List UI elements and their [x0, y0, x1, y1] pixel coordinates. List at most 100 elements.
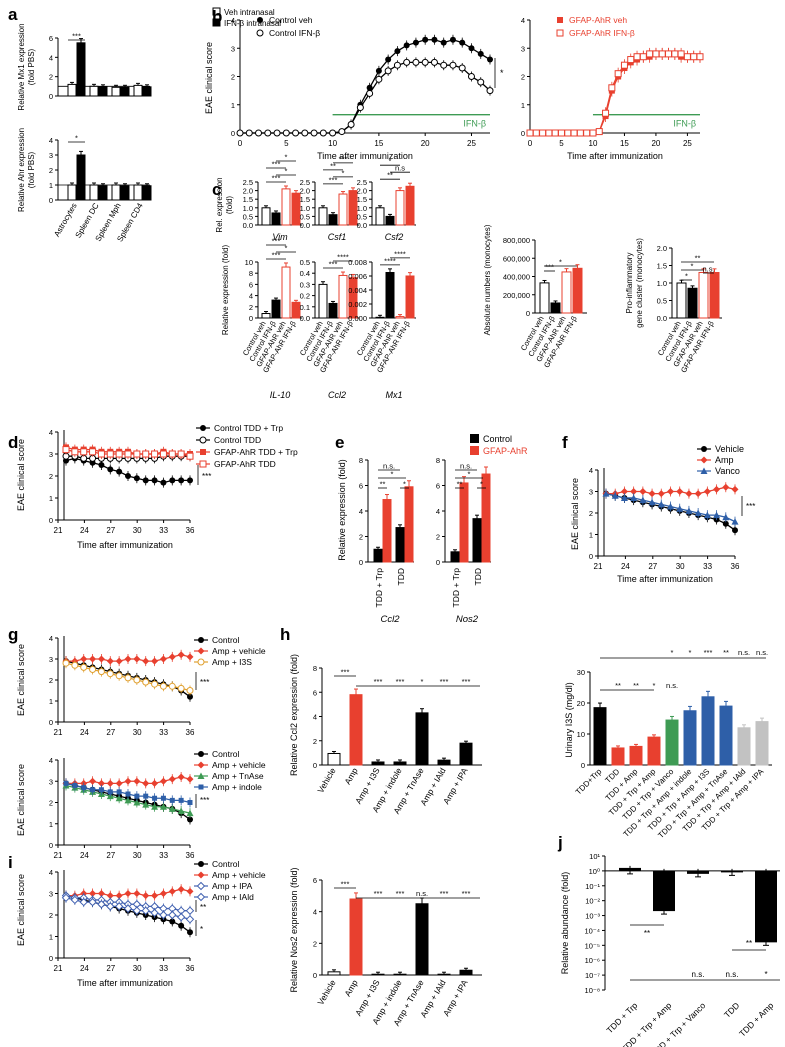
legend-label: Amp + indole — [212, 782, 262, 792]
series-1-point — [142, 657, 150, 665]
y-axis-label: EAE clinical score — [16, 764, 26, 836]
series-1-point — [186, 775, 194, 783]
legend-label: Control IFN-β — [269, 28, 320, 38]
legend-marker — [199, 436, 207, 444]
series-1-point — [177, 773, 185, 781]
series-2-point — [124, 796, 132, 804]
panel-line-y-tick-label: 4 — [49, 634, 53, 643]
urinary-sig-label: * — [671, 648, 674, 657]
series-1-point — [713, 485, 721, 493]
series-3-point — [115, 450, 123, 458]
bar-0 — [375, 316, 385, 319]
panel-h-sig-label: *** — [440, 677, 449, 686]
x-category-label: Amp — [342, 978, 360, 998]
panel-line-y-tick-label: 2 — [589, 509, 593, 518]
panel-c-abs-y-tick-label: 200,000 — [503, 291, 530, 300]
panel-c-pro-sig-label: ** — [695, 254, 701, 263]
series-control-veh-point — [459, 39, 466, 46]
series-3-point — [89, 448, 97, 456]
panel-line-x-tick-label: 36 — [186, 964, 195, 973]
panel-j-y-tick-label: 10⁻³ — [585, 912, 600, 921]
panel-b-right-x-tick-label: 0 — [528, 139, 533, 148]
series-control-ifn-point — [440, 61, 448, 69]
x-category-label: Vehicle — [315, 766, 338, 795]
legend-label: Control — [212, 635, 240, 645]
x-category-label: TDD — [722, 1000, 741, 1019]
bar-control — [450, 551, 460, 563]
series-control-veh-point — [366, 84, 373, 91]
panel-j-y-tick-label: 10⁻⁴ — [584, 926, 600, 935]
panel-line-x-tick-label: 33 — [703, 562, 712, 571]
panel-h-sig-label: * — [421, 677, 424, 686]
panel-h-sig-label: *** — [396, 889, 405, 898]
y-axis-label: Relative expression (fold) — [221, 245, 230, 336]
panel-j-y-tick-label: 10⁰ — [589, 867, 600, 876]
panel-h-y-tick-label: 6 — [313, 876, 317, 885]
panel-line-x-tick-label: 21 — [594, 562, 603, 571]
series-3-point — [159, 910, 168, 920]
series-1-point — [133, 890, 141, 897]
gene-label: Ccl2 — [380, 614, 400, 625]
series-3-point — [142, 450, 150, 458]
series-2-point — [602, 490, 610, 497]
urinary-sig-label: n.s. — [738, 648, 750, 657]
series-control-veh-point — [403, 42, 410, 49]
urinary-sig-label: *** — [704, 648, 713, 657]
series-1-point — [80, 655, 88, 663]
panel-c-pro-sig-label: * — [691, 262, 694, 271]
series-control-ifn-point — [356, 104, 364, 112]
y-axis-label: EAE clinical score — [16, 874, 26, 946]
series-gfap-ifn-point — [696, 53, 704, 61]
panel-b-right-y-tick-label: 2 — [521, 73, 525, 82]
panel-c-abs-y-tick-label: 0 — [526, 309, 530, 318]
series-3-point — [107, 789, 113, 795]
panel-e-y-tick-label: 0 — [359, 558, 363, 567]
series-gfap-ifn-point — [583, 129, 591, 137]
series-2-point — [159, 682, 167, 690]
panel-line-y-tick-label: 3 — [49, 890, 53, 899]
x-category-label: Vehicle — [315, 978, 338, 1007]
panel-a-sig-label: *** — [72, 32, 81, 41]
series-0-point — [160, 479, 167, 486]
panel-h-y-tick-label: 8 — [313, 664, 317, 673]
sig-label: ** — [746, 939, 752, 948]
panel-letter: e — [335, 433, 344, 452]
panel-b-left-x-tick-label: 5 — [284, 139, 289, 148]
x-axis-label: Time after immunization — [567, 151, 663, 161]
series-2-point — [611, 492, 619, 499]
panel-c-y-tick-label: 0 — [249, 314, 253, 323]
series-2-point — [639, 496, 647, 504]
panel-a-top-y-tick-label: 2 — [49, 73, 53, 82]
bar-2 — [395, 316, 405, 319]
series-gfap-ifn-point — [602, 109, 610, 117]
series-0-point — [169, 918, 176, 925]
panel-b-left-y-tick-label: 0 — [231, 129, 235, 138]
series-gfap-ifn-point — [551, 129, 559, 137]
series-1-point — [648, 490, 656, 498]
series-1-point — [630, 488, 638, 495]
bar-ifn — [120, 185, 130, 201]
series-1-point — [667, 488, 674, 495]
bar-3 — [348, 277, 358, 319]
bar-urinary-6 — [701, 696, 715, 766]
sig-label: n.s. — [726, 970, 739, 979]
series-control-veh-point — [449, 36, 456, 43]
series-control-ifn-point — [477, 78, 485, 86]
bar-veh — [133, 84, 143, 97]
bar-0 — [327, 971, 341, 976]
panel-c-sig-label: * — [389, 157, 392, 166]
panel-a-top-y-tick-label: 0 — [49, 92, 53, 101]
legend-label: Vanco — [715, 466, 740, 476]
series-1-point — [703, 488, 711, 495]
panel-line-x-tick-label: 27 — [106, 728, 115, 737]
legend-marker — [199, 460, 207, 468]
series-2-point — [657, 500, 665, 508]
panel-c-sig-label: *** — [272, 159, 281, 168]
series-1-point — [168, 887, 176, 895]
panel-c-y-tick-label: 0.000 — [348, 314, 367, 323]
series-control-ifn-point — [421, 58, 429, 66]
series-control-veh-point — [375, 67, 382, 74]
series-gfap-ifn-point — [614, 70, 622, 78]
panel-line-x-tick-label: 27 — [648, 562, 657, 571]
bar-veh — [89, 184, 99, 201]
